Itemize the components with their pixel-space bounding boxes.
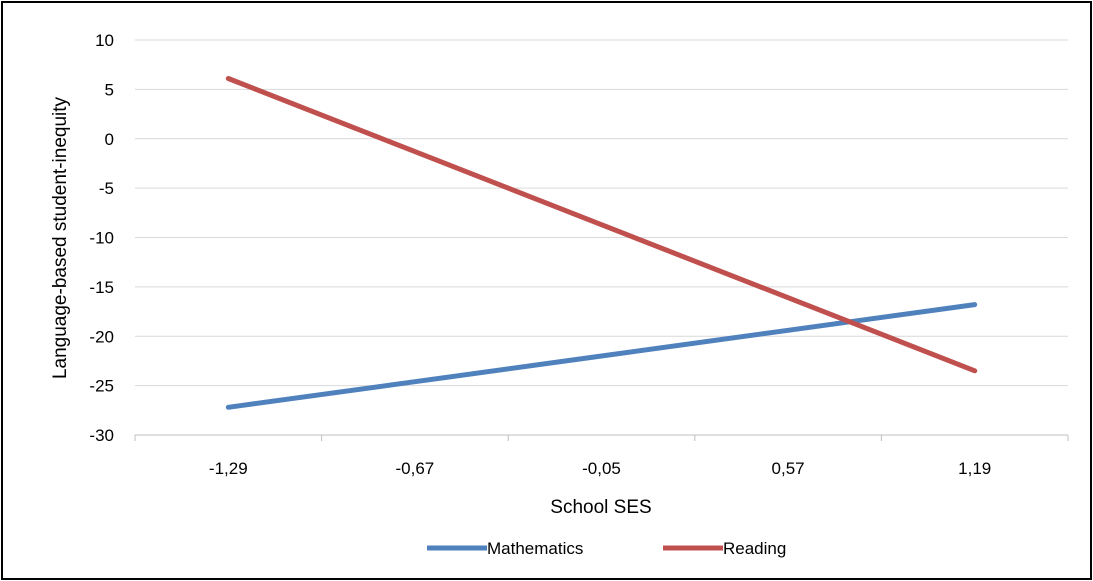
gridlines [134,39,1069,441]
data-point [601,224,602,225]
y-tick-label: 10 [95,31,114,50]
x-tick-label: -1,29 [209,459,248,478]
data-point [414,381,415,382]
y-tick-label: 5 [105,80,114,99]
x-tick-label: -0,67 [396,459,435,478]
data-point [974,304,975,305]
data-point [974,370,975,371]
x-tick-label: -0,05 [582,459,621,478]
legend-label: Mathematics [487,539,583,558]
data-point [601,356,602,357]
y-tick-label: -30 [89,426,114,445]
x-tick-label: 1,19 [958,459,991,478]
y-tick-label: 0 [105,130,114,149]
legend-item-reading: Reading [663,539,786,558]
series-lines [225,76,978,410]
y-tick-label: -25 [89,377,114,396]
y-tick-labels: 10 5 0 -5 -10 -15 -20 -25 -30 [89,31,114,445]
x-tick-labels: -1,29 -0,67 -0,05 0,57 1,19 [209,459,991,478]
y-tick-label: -5 [99,179,114,198]
data-point [788,297,789,298]
data-point [228,78,229,79]
x-axis-title: School SES [550,497,651,518]
legend: Mathematics Reading [427,539,786,558]
data-point [414,151,415,152]
x-tick-label: 0,57 [772,459,805,478]
legend-item-mathematics: Mathematics [427,539,583,558]
legend-label: Reading [723,539,786,558]
y-tick-label: -15 [89,278,114,297]
y-axis-title: Language-based student-inequity [50,96,71,379]
data-point [788,330,789,331]
y-tick-label: -20 [89,327,114,346]
y-tick-label: -10 [89,229,114,248]
series-line-reading [225,76,978,374]
data-point [228,407,229,408]
